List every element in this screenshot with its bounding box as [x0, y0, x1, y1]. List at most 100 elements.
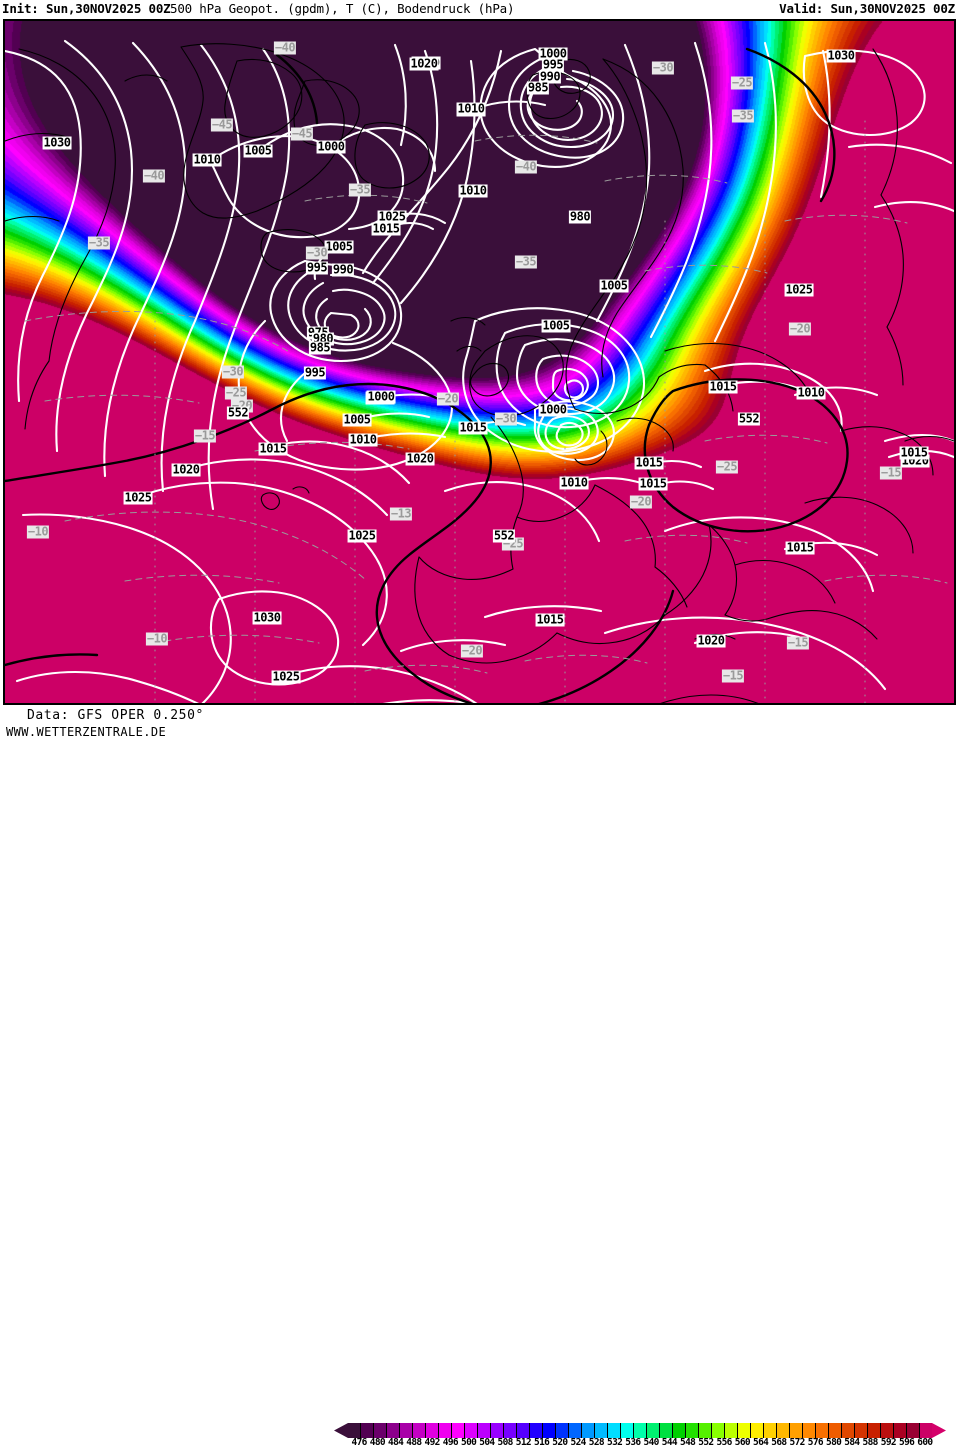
isotherm-label: −35 — [87, 235, 111, 250]
colorbar-cell — [634, 1423, 647, 1438]
colorbar-tick: 536 — [625, 1437, 641, 1448]
shading-canvas — [5, 21, 954, 703]
chart-footer: Data: GFS OPER 0.250° WWW.WETTERZENTRALE… — [0, 707, 959, 1448]
isobar-label: 1015 — [899, 445, 929, 460]
colorbar-cell — [686, 1423, 699, 1438]
colorbar-tick: 492 — [424, 1437, 440, 1448]
colorbar-left-arrow — [334, 1423, 348, 1438]
isobar-label: 1015 — [535, 612, 565, 627]
colorbar-tick: 584 — [844, 1437, 860, 1448]
isobar-label: 985 — [526, 80, 550, 95]
colorbar-tick: 524 — [570, 1437, 586, 1448]
colorbar-cell — [790, 1423, 803, 1438]
isobar-layer — [5, 39, 954, 703]
isobar-label: 1020 — [696, 633, 726, 648]
colorbar-cell — [803, 1423, 816, 1438]
colorbar-cell — [608, 1423, 621, 1438]
isotherm-label: −20 — [460, 643, 484, 658]
colorbar-cell — [621, 1423, 634, 1438]
colorbar-tick: 552 — [698, 1437, 714, 1448]
isobar-label: 1025 — [784, 282, 814, 297]
isobar-label: 1010 — [559, 475, 589, 490]
colorbar-cell — [413, 1423, 426, 1438]
isotherm-label: −40 — [142, 168, 166, 183]
isotherm-label: −35 — [514, 254, 538, 269]
isotherm-label: −20 — [629, 494, 653, 509]
colorbar-cell — [439, 1423, 452, 1438]
colorbar-cell — [712, 1423, 725, 1438]
header-valid-time: Valid: Sun,30NOV2025 00Z — [779, 1, 955, 16]
colorbar-cell — [816, 1423, 829, 1438]
isobar-label: 1015 — [708, 379, 738, 394]
colorbar-tick: 496 — [442, 1437, 459, 1448]
colorbar-tick: 600 — [917, 1437, 933, 1448]
isobar-label: 1010 — [458, 183, 488, 198]
map-canvas[interactable]: 1030 1010 1005 1000 1010 1020 1005 1010 1010 1000… — [3, 19, 956, 705]
isobar-label: 995 — [541, 57, 565, 72]
colorbar-cell — [569, 1423, 582, 1438]
isotherm-label: −13 — [389, 506, 413, 521]
colorbar-cell — [465, 1423, 478, 1438]
isobar-label: 990 — [538, 69, 562, 84]
colorbar-cell — [660, 1423, 673, 1438]
colorbar-tick: 556 — [716, 1437, 732, 1448]
colorbar-tick: 520 — [552, 1437, 568, 1448]
isobar-label: 1025 — [271, 669, 301, 684]
colorbar-tick: 576 — [807, 1437, 824, 1448]
colorbar-cell — [868, 1423, 881, 1438]
colorbar-cell — [725, 1423, 738, 1438]
colorbar-tick: 568 — [771, 1437, 787, 1448]
isotherm-label: −45 — [210, 117, 234, 132]
isotherm-label: −30 — [494, 411, 518, 426]
isobar-label: 1010 — [456, 101, 486, 116]
website-text: WWW.WETTERZENTRALE.DE — [6, 725, 167, 739]
isobar-label: 1000 — [316, 139, 346, 154]
colorbar-cell — [400, 1423, 413, 1438]
colorbar-tick: 528 — [588, 1437, 605, 1448]
colorbar-cell — [543, 1423, 556, 1438]
colorbar-cell — [751, 1423, 764, 1438]
colorbar-cells — [348, 1423, 932, 1438]
isobar-label: 1025 — [347, 528, 377, 543]
colorbar-tick-labels: 476 480 484 488 492 496 500 504 508 512 516 520 524 5… — [334, 1437, 959, 1448]
isotherm-label: −15 — [721, 668, 745, 683]
isobar-label: 1030 — [252, 610, 282, 625]
isobar-label: 1015 — [458, 420, 488, 435]
isobar-label: 1030 — [826, 48, 856, 63]
colorbar-tick: 560 — [734, 1437, 751, 1448]
colorbar-cell — [829, 1423, 842, 1438]
colorbar-tick: 596 — [898, 1437, 915, 1448]
isotherm-label: −25 — [715, 459, 739, 474]
isobar-label: 1005 — [324, 239, 354, 254]
isotherm-label: −45 — [290, 126, 314, 141]
colorbar-tick: 488 — [406, 1437, 422, 1448]
isobar-label: 995 — [305, 260, 329, 275]
isotherm-label: −20 — [436, 391, 460, 406]
colorbar-cell — [452, 1423, 465, 1438]
colorbar-cell — [647, 1423, 660, 1438]
isobar-label: 1000 — [366, 389, 396, 404]
isobar-label: 990 — [331, 262, 355, 277]
colorbar-cell — [738, 1423, 751, 1438]
isobar-label: 1005 — [541, 318, 571, 333]
isobar-label: 1010 — [192, 152, 222, 167]
colorbar-tick: 512 — [515, 1437, 532, 1448]
isobar-label: 1005 — [243, 143, 273, 158]
colorbar-tick: 564 — [752, 1437, 769, 1448]
colorbar-tick: 500 — [460, 1437, 477, 1448]
colorbar-cell — [582, 1423, 595, 1438]
data-source-text: Data: GFS OPER 0.250° — [27, 708, 204, 723]
border-layer — [24, 120, 948, 703]
isotherm-label: −40 — [273, 40, 297, 55]
isobar-label: 1030 — [42, 135, 72, 150]
isotherm-label: −10 — [145, 631, 169, 646]
colorbar-cell — [361, 1423, 374, 1438]
colorbar-cell — [699, 1423, 712, 1438]
colorbar-tick: 516 — [533, 1437, 550, 1448]
colorbar-cell — [517, 1423, 530, 1438]
colorbar-tick: 544 — [661, 1437, 678, 1448]
isobar-label: 1020 — [405, 451, 435, 466]
isobar-label: 1025 — [377, 209, 407, 224]
isotherm-label: −30 — [651, 60, 675, 75]
colorbar-cell — [894, 1423, 907, 1438]
